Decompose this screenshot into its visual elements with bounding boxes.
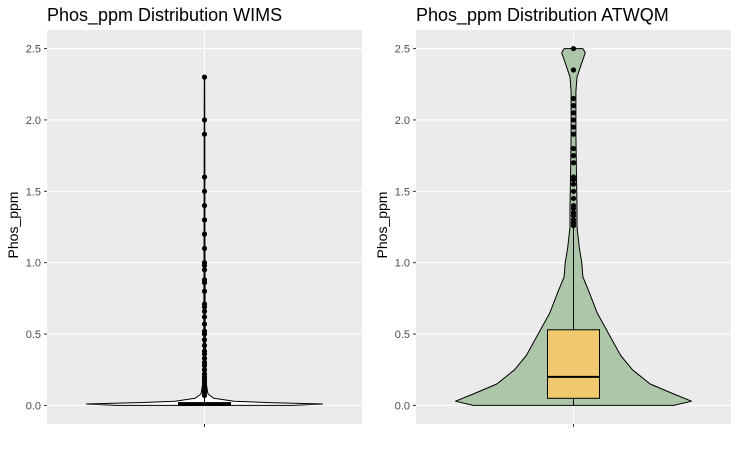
y-axis-label: Phos_ppm (374, 192, 390, 259)
y-tick-label: 0.0 (26, 400, 41, 412)
y-axis-ticks: 0.0 0.5 1.0 1.5 2.0 2.5 (26, 44, 205, 427)
outlier-point (201, 288, 208, 294)
outlier-point (570, 131, 577, 137)
outlier-point (201, 371, 208, 377)
outlier-point (570, 181, 577, 187)
y-tick-label: 1.5 (26, 186, 41, 198)
outlier-point (570, 188, 577, 194)
box-iqr (547, 329, 600, 399)
y-tick-label: 1.5 (395, 186, 410, 198)
outlier-point (201, 314, 208, 320)
outlier-point (570, 95, 577, 102)
outlier-points (201, 74, 208, 399)
outlier-point (201, 277, 208, 283)
outlier-point (201, 174, 208, 180)
outlier-point (201, 188, 208, 194)
outlier-point (570, 117, 577, 123)
outlier-point (570, 145, 577, 152)
y-tick-label: 0.5 (395, 329, 410, 341)
outlier-point (201, 217, 208, 223)
y-axis-ticks: 0.0 0.5 1.0 1.5 2.0 2.5 (395, 44, 574, 427)
chart-title: Phos_ppm Distribution ATWQM (416, 5, 669, 26)
y-tick-label: 1.0 (26, 258, 41, 270)
y-tick-label: 2.5 (26, 44, 41, 56)
outlier-point (570, 202, 577, 209)
outlier-point (201, 342, 208, 349)
y-tick-label: 1.0 (395, 258, 410, 270)
outlier-point (201, 267, 208, 273)
y-tick-label: 0.5 (26, 329, 41, 341)
outlier-point (570, 67, 577, 73)
outlier-point (201, 202, 208, 209)
outlier-point (570, 110, 577, 116)
outlier-point (201, 245, 208, 252)
outlier-points (570, 45, 577, 229)
y-tick-label: 2.0 (395, 115, 410, 127)
outlier-point (570, 160, 577, 166)
boxplot (547, 227, 600, 406)
y-tick-label: 0.0 (395, 400, 410, 412)
chart-title: Phos_ppm Distribution WIMS (47, 5, 282, 26)
outlier-point (570, 124, 577, 130)
outlier-point (201, 355, 208, 361)
outlier-point (570, 153, 577, 159)
outlier-point (570, 45, 577, 52)
outlier-point (570, 195, 577, 202)
outlier-point (201, 117, 208, 123)
y-tick-label: 2.5 (395, 44, 410, 56)
chart-panel-atwqm: Phos_ppm Distribution ATWQM Phos_ppm 0.0… (374, 5, 731, 427)
outlier-point (201, 360, 208, 366)
outlier-point (570, 174, 577, 180)
outlier-point (201, 348, 208, 354)
outlier-point (570, 103, 577, 109)
outlier-point (570, 217, 577, 223)
outlier-point (201, 301, 208, 307)
outlier-point (201, 321, 208, 327)
outlier-point (201, 260, 208, 266)
y-tick-label: 2.0 (26, 115, 41, 127)
outlier-point (201, 231, 208, 237)
y-axis-label: Phos_ppm (5, 192, 21, 259)
chart-panel-wims: Phos_ppm Distribution WIMS Phos_ppm 0.00… (5, 5, 362, 427)
outlier-point (201, 131, 208, 137)
outlier-point (201, 74, 208, 80)
outlier-point (570, 210, 577, 216)
boxplot (178, 77, 231, 406)
outlier-point (201, 308, 208, 314)
outlier-point (201, 337, 208, 343)
outlier-point (201, 328, 208, 334)
outlier-point (201, 367, 208, 373)
